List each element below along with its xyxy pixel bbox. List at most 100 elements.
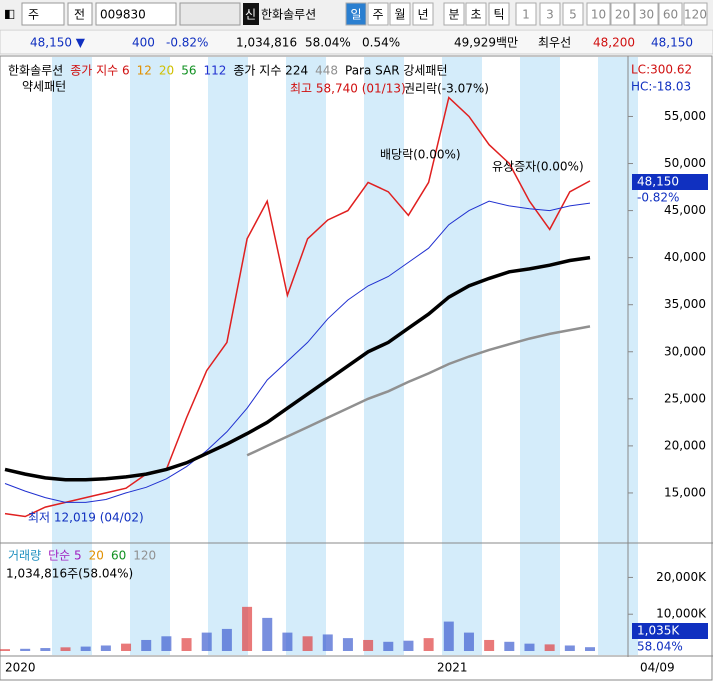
volume-bar — [181, 638, 192, 651]
period-button[interactable] — [610, 2, 635, 26]
legend-item: 한화솔루션 — [8, 64, 63, 78]
volume-bar — [100, 645, 111, 651]
price-line — [4, 255, 591, 482]
date-label: 2021 — [437, 661, 468, 675]
market[interactable]: 주 — [28, 8, 39, 22]
period-button[interactable] — [389, 2, 411, 26]
price-line — [4, 200, 591, 503]
volume-bar — [221, 628, 232, 651]
legend-item: 20 — [159, 64, 174, 78]
volume-bar — [363, 639, 374, 651]
quote-price: 48,150 ▼ — [30, 36, 86, 50]
period-label[interactable]: 1 — [522, 8, 530, 22]
period-label[interactable]: 30 — [639, 8, 654, 22]
period-label[interactable]: 3 — [546, 8, 554, 22]
period-label[interactable]: 틱 — [493, 8, 504, 22]
code[interactable]: 009830 — [100, 8, 146, 22]
period-button[interactable] — [367, 2, 389, 26]
volume-bar — [403, 640, 414, 651]
high-label: 최고 58,740 (01/13) — [290, 82, 406, 96]
volume-bar — [161, 636, 172, 651]
y-tick-label: 25,000 — [664, 391, 706, 405]
period-label[interactable]: 주 — [372, 8, 383, 22]
month-band — [364, 57, 404, 655]
volume-bar — [322, 634, 333, 651]
y-tick-label: 40,000 — [664, 250, 706, 264]
period-button[interactable] — [488, 2, 510, 26]
volume-legend-item: 120 — [133, 549, 156, 563]
period-label[interactable]: 초 — [470, 8, 481, 22]
period-button[interactable] — [465, 2, 487, 26]
prev-button[interactable] — [67, 2, 93, 26]
quote-bg — [0, 29, 713, 55]
tool-buttons[interactable] — [179, 2, 241, 26]
legend-item: Para SAR 강세패턴 — [345, 64, 448, 78]
volume-info: 1,034,816주(58.04%) — [6, 567, 133, 581]
month-band — [286, 57, 326, 655]
legend-item: 112 — [203, 64, 226, 78]
last-volume-rate: 58.04% — [637, 640, 683, 654]
last-volume: 1,035K — [637, 624, 680, 638]
quote-amount: 49,929백만 — [454, 36, 518, 50]
period-label[interactable]: 120 — [684, 8, 707, 22]
period-label[interactable]: 60 — [663, 8, 678, 22]
event: 유상증자(0.00%) — [492, 160, 584, 174]
period-button[interactable] — [683, 2, 708, 26]
lc: LC:300.62 — [631, 63, 692, 77]
volume-bar — [0, 649, 10, 651]
last-price: 48,150 — [637, 175, 679, 189]
texts: ◧ 주 전 009830 신 한화솔루션 48,150 ▼ 400 -0.82%… — [4, 2, 708, 675]
last-rate: -0.82% — [637, 191, 679, 205]
period-button[interactable] — [412, 2, 434, 26]
period-label[interactable]: 일 — [350, 8, 361, 22]
legend-item: 12 — [137, 64, 152, 78]
period-button[interactable] — [345, 2, 367, 26]
market-select[interactable] — [21, 2, 65, 26]
event: 권리락(-3.07%) — [404, 82, 489, 96]
date-label: 2020 — [5, 661, 36, 675]
prev[interactable]: 전 — [74, 8, 85, 22]
month-band — [130, 57, 170, 655]
quote-volume-rate: 58.04% — [305, 36, 351, 50]
period-button[interactable] — [634, 2, 659, 26]
volume-bar — [201, 632, 212, 651]
ask: 48,200 — [593, 36, 635, 50]
period-button[interactable] — [539, 2, 561, 26]
period-button[interactable] — [562, 2, 584, 26]
volume-bar — [242, 606, 253, 651]
volume-legend-item: 20 — [89, 549, 104, 563]
y-tick-label: 45,000 — [664, 203, 706, 217]
volume-bar — [463, 632, 474, 651]
period-label[interactable]: 년 — [417, 8, 428, 22]
volume-bar — [121, 643, 132, 651]
volume-legend-item: 60 — [111, 549, 126, 563]
legend-second: 약세패턴 — [22, 79, 66, 94]
period-button[interactable] — [586, 2, 611, 26]
y-tick-label: 20,000K — [656, 570, 707, 584]
volume-legend-item: 거래량 — [8, 549, 41, 563]
period-button[interactable] — [443, 2, 465, 26]
y-tick-label: 30,000 — [664, 344, 706, 358]
month-band — [598, 57, 638, 655]
period-label[interactable]: 20 — [615, 8, 630, 22]
volume-bar — [282, 632, 293, 651]
y-tick-label: 15,000 — [664, 485, 706, 499]
period-button[interactable] — [515, 2, 537, 26]
y-tick-label: 55,000 — [664, 109, 706, 123]
month-band — [52, 57, 92, 655]
volume-bar — [262, 617, 273, 651]
y-tick-label: 10,000K — [656, 607, 707, 621]
period-label[interactable]: 5 — [569, 8, 577, 22]
legend-item: 448 — [315, 64, 338, 78]
last-volume-box — [632, 623, 708, 639]
marks — [0, 96, 633, 651]
period-label[interactable]: 분 — [448, 8, 459, 22]
period-label[interactable]: 10 — [591, 8, 606, 22]
code-input[interactable] — [95, 2, 177, 26]
period-label[interactable]: 월 — [394, 8, 405, 22]
volume-bar — [60, 647, 71, 651]
volume-bar — [40, 648, 51, 651]
quote-turnover: 0.54% — [362, 36, 400, 50]
volume-bar — [342, 638, 353, 651]
period-button[interactable] — [658, 2, 683, 26]
